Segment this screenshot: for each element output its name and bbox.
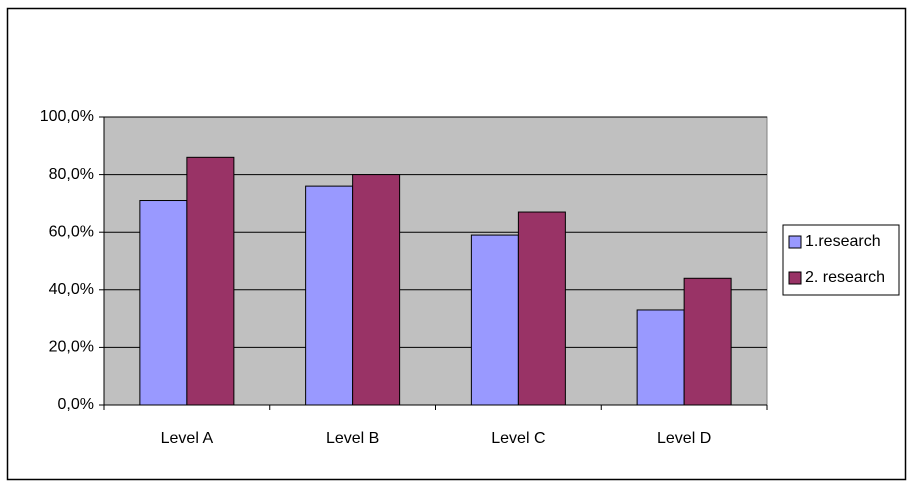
legend-label: 1.research — [805, 233, 881, 250]
bar — [305, 185, 354, 406]
x-tick-label: Level D — [657, 430, 711, 447]
bar — [352, 174, 401, 406]
legend-swatch — [788, 235, 802, 249]
y-tick-label: 80,0% — [49, 166, 94, 183]
legend-label: 2. research — [805, 269, 885, 286]
bar — [517, 211, 566, 406]
bar — [636, 309, 685, 406]
y-tick-label: 60,0% — [49, 223, 94, 240]
bar — [470, 234, 519, 406]
bar — [139, 200, 188, 406]
x-tick-label: Level A — [161, 430, 214, 447]
legend-swatch — [788, 271, 802, 285]
y-tick-label: 100,0% — [40, 108, 94, 125]
bar — [186, 156, 235, 406]
bar — [683, 277, 732, 406]
y-tick-label: 0,0% — [58, 396, 94, 413]
y-tick-label: 40,0% — [49, 281, 94, 298]
x-tick-label: Level C — [491, 430, 545, 447]
legend-box — [782, 224, 900, 296]
x-tick-label: Level B — [326, 430, 379, 447]
y-tick-label: 20,0% — [49, 339, 94, 356]
